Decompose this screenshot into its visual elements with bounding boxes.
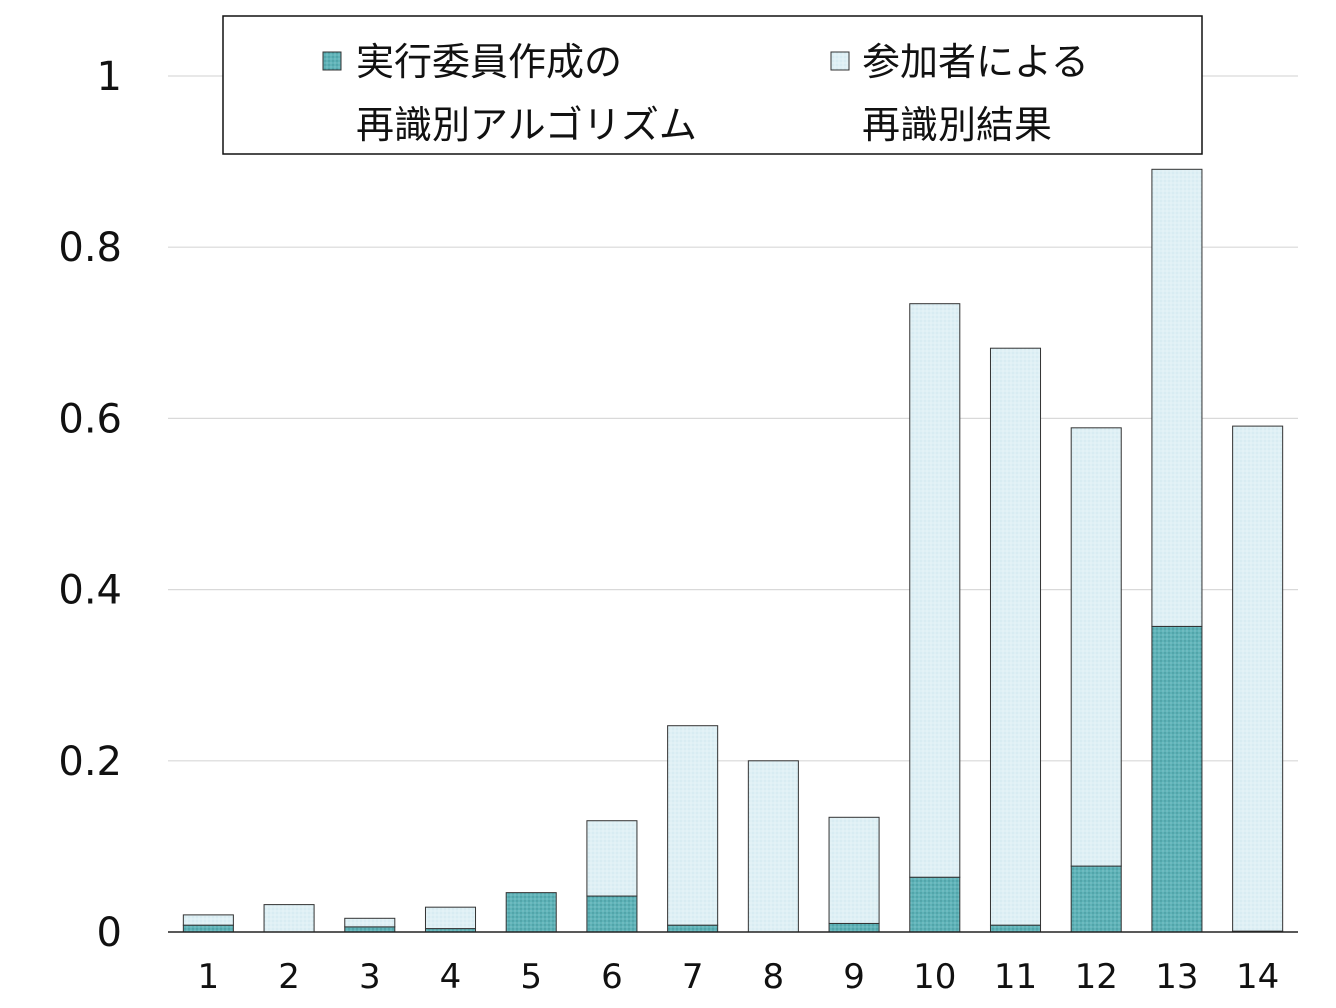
bar-segment-series-1-cat-10 <box>909 876 961 933</box>
bar-segment-series-2-cat-8 <box>747 760 799 933</box>
bar-segment-series-1-cat-12 <box>1070 865 1122 933</box>
legend: 実行委員作成の 再識別アルゴリズム 参加者による 再識別結果 <box>222 15 1203 155</box>
x-tick-label: 12 <box>1075 957 1118 997</box>
bar-segment-series-1-cat-5 <box>505 892 557 933</box>
bars-group <box>182 168 1284 933</box>
x-tick-label: 3 <box>359 957 381 997</box>
bar-segment-series-1-cat-13 <box>1151 625 1203 933</box>
y-tick-label: 1 <box>97 54 122 100</box>
x-tick-label: 14 <box>1236 957 1279 997</box>
legend-series-1-line-1: 実行委員作成の <box>356 40 622 84</box>
bar-segment-series-2-cat-13 <box>1151 168 1203 627</box>
bar-segment-series-1-cat-7 <box>667 924 719 933</box>
y-tick-label: 0.8 <box>58 225 122 271</box>
x-tick-label: 1 <box>198 957 220 997</box>
y-tick-label: 0.2 <box>58 739 122 785</box>
bar-segment-series-2-cat-9 <box>828 816 880 924</box>
bar-segment-series-1-cat-6 <box>586 895 638 933</box>
bar-segment-series-2-cat-7 <box>667 725 719 926</box>
y-tick-label: 0.4 <box>58 568 122 614</box>
gridlines <box>168 75 1298 762</box>
bar-segment-series-2-cat-12 <box>1070 427 1122 867</box>
bar-segment-series-2-cat-14 <box>1232 425 1284 932</box>
y-axis-tick-labels: 0 0.2 0.4 0.6 0.8 1 <box>58 54 122 956</box>
bar-segment-series-2-cat-1 <box>182 914 234 926</box>
bar-segment-series-1-cat-3 <box>344 926 396 933</box>
legend-swatch-series-1 <box>322 51 342 71</box>
bar-segment-series-2-cat-2 <box>263 904 315 933</box>
x-tick-label: 9 <box>843 957 865 997</box>
x-tick-label: 7 <box>682 957 704 997</box>
bar-segment-series-2-cat-6 <box>586 820 638 897</box>
bar-segment-series-1-cat-9 <box>828 922 880 933</box>
bar-segment-series-1-cat-11 <box>989 924 1042 933</box>
x-tick-label: 11 <box>994 957 1037 997</box>
legend-box <box>222 15 1203 155</box>
legend-series-2-line-2: 再識別結果 <box>862 103 1052 147</box>
x-tick-label: 8 <box>763 957 785 997</box>
legend-series-2-line-1: 参加者による <box>862 40 1089 84</box>
x-tick-label: 10 <box>913 957 956 997</box>
x-tick-label: 6 <box>601 957 623 997</box>
x-tick-label: 2 <box>278 957 300 997</box>
legend-series-1-line-2: 再識別アルゴリズム <box>356 103 697 147</box>
x-tick-label: 5 <box>520 957 542 997</box>
y-tick-label: 0 <box>97 910 122 956</box>
bar-segment-series-2-cat-11 <box>989 347 1042 926</box>
bar-segment-series-2-cat-4 <box>424 906 477 930</box>
bar-segment-series-1-cat-1 <box>182 924 234 933</box>
x-axis-tick-labels: 1 2 3 4 5 6 7 8 9 10 11 12 13 14 <box>198 957 1280 997</box>
legend-swatch-series-2 <box>830 51 850 71</box>
y-tick-label: 0.6 <box>58 396 122 442</box>
x-tick-label: 13 <box>1155 957 1198 997</box>
bar-segment-series-2-cat-10 <box>909 303 961 878</box>
x-tick-label: 4 <box>440 957 462 997</box>
bar-segment-series-2-cat-3 <box>344 917 396 928</box>
